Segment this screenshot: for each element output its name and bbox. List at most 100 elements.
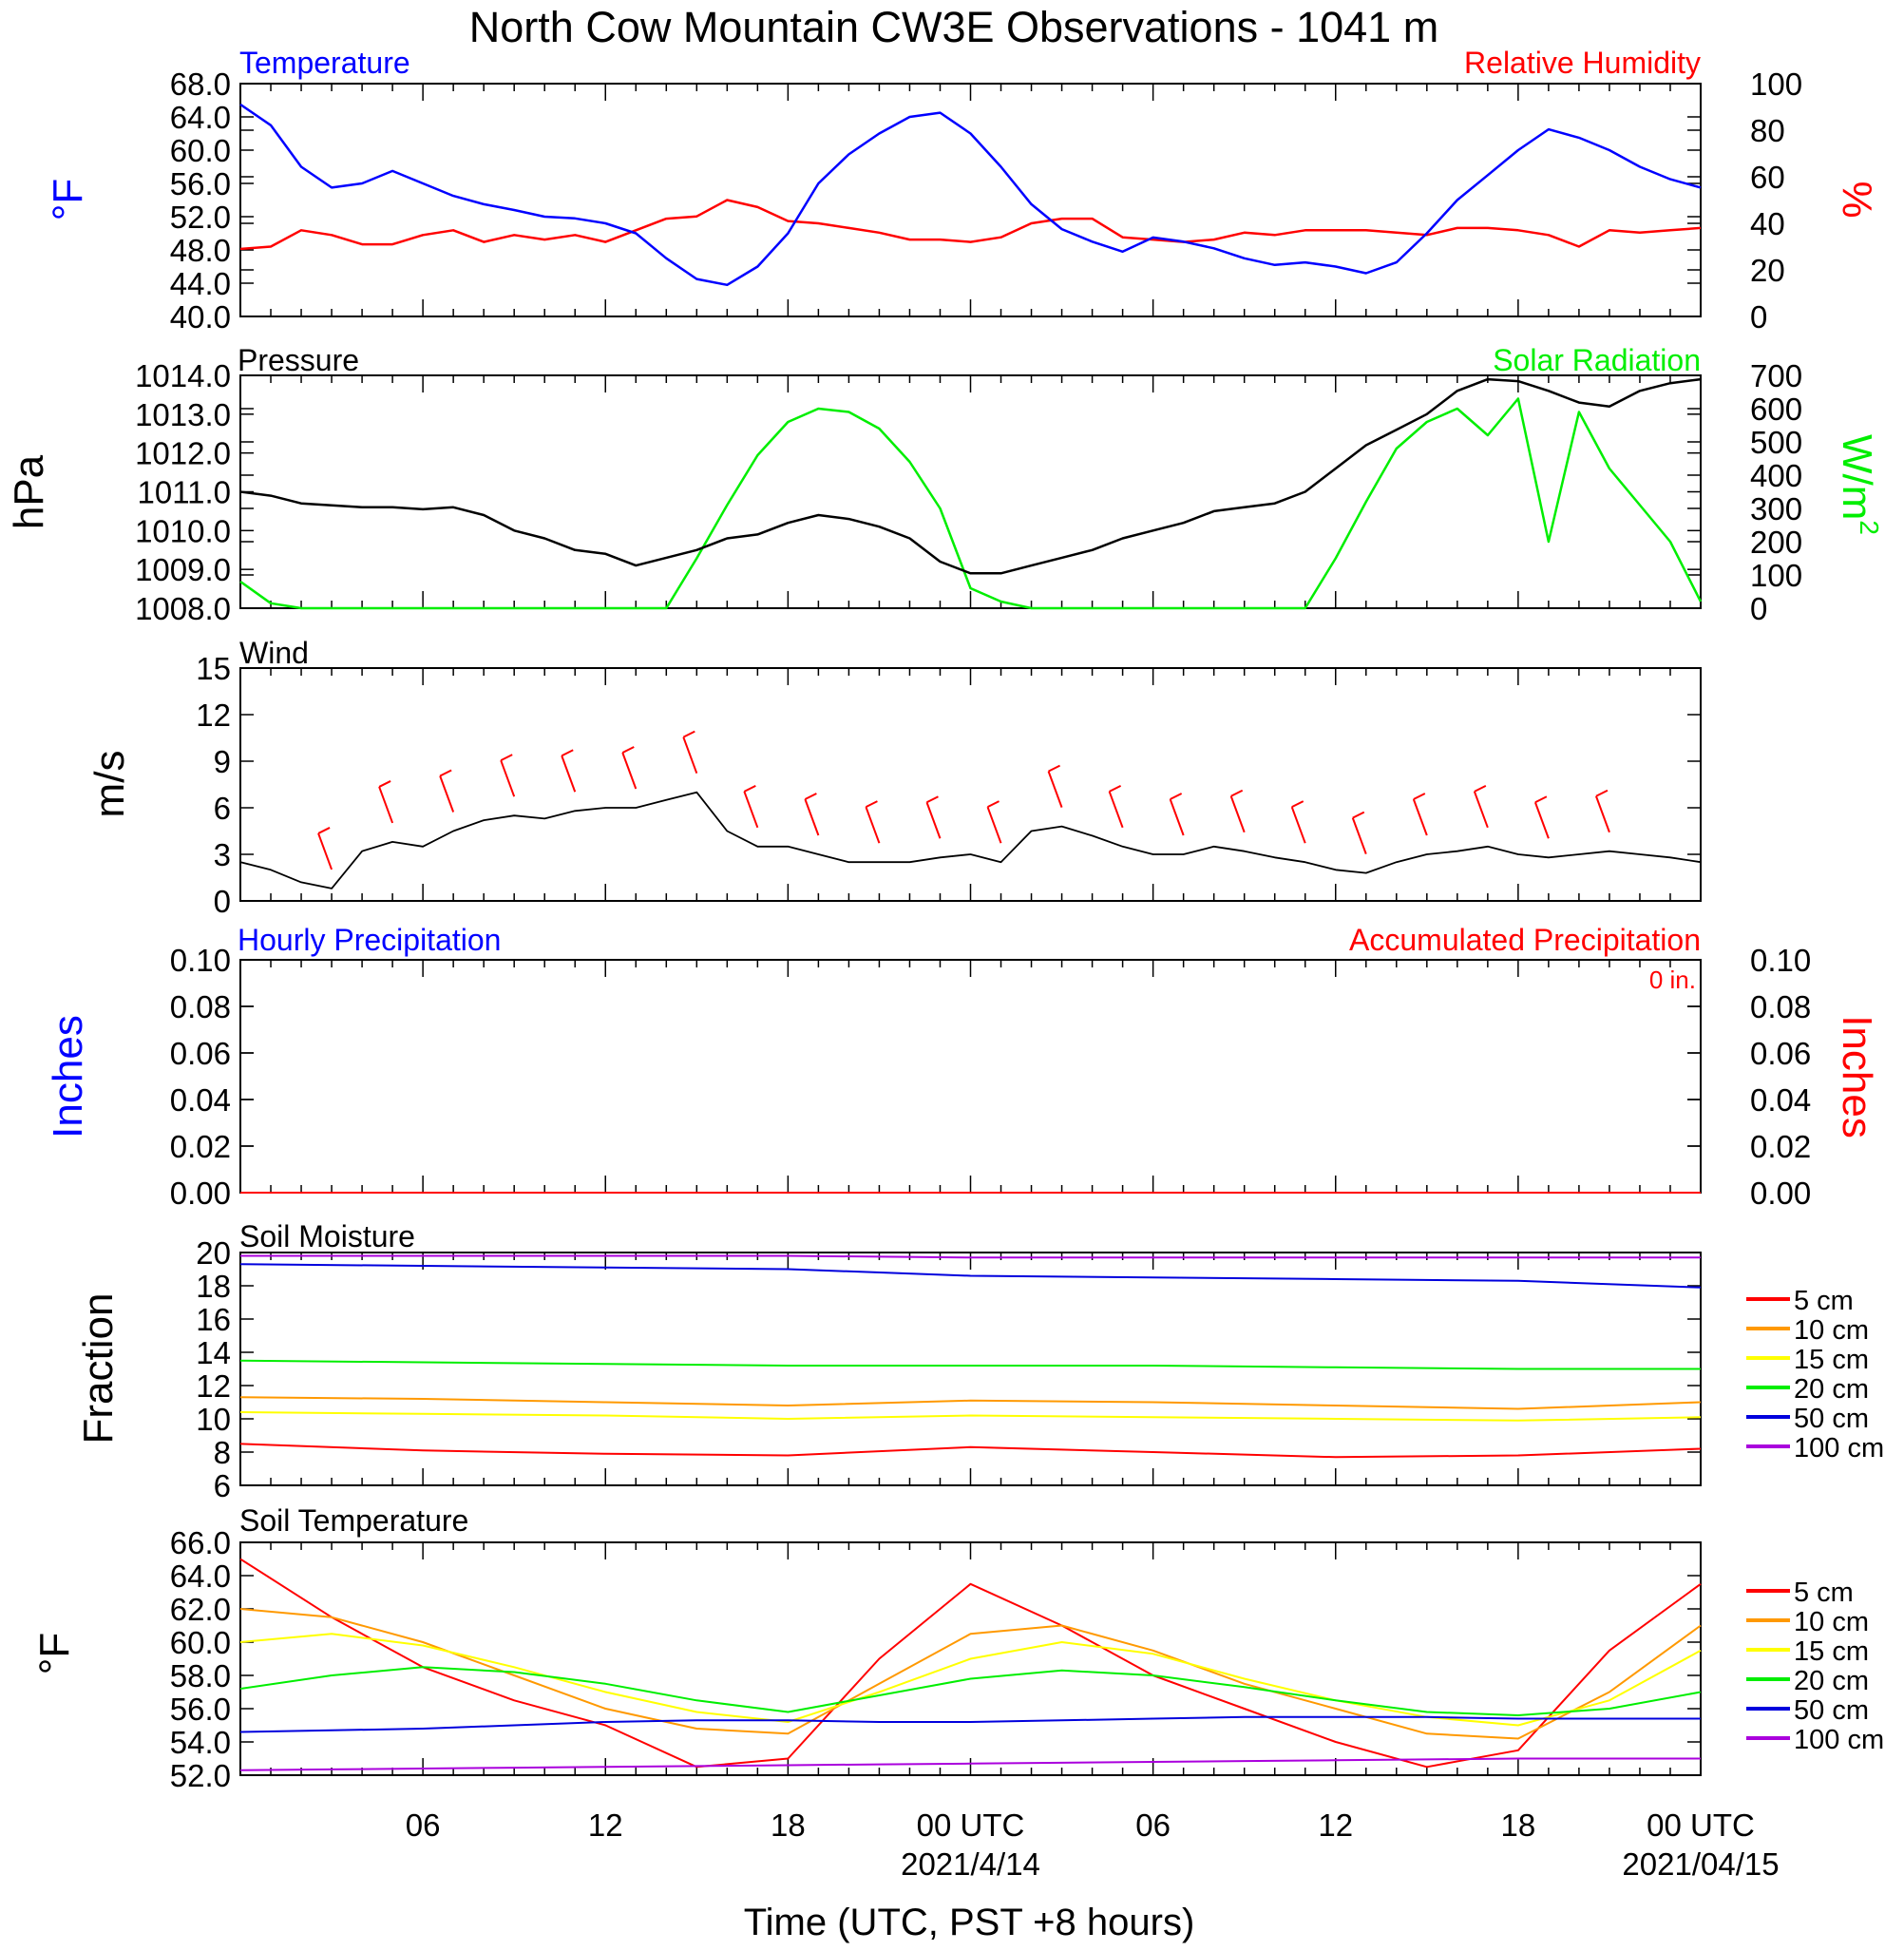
wind-barb-flag <box>743 784 756 793</box>
y-tick-label: 0.10 <box>1750 943 1811 978</box>
temperature-series-line <box>239 103 1702 287</box>
wind-barb-flag <box>1352 811 1365 819</box>
chart-text: North Cow Mountain CW3E Observations - 1… <box>6 3 1884 1943</box>
y-tick-label: 54.0 <box>170 1725 231 1760</box>
wind-barb <box>561 755 577 793</box>
wind-label: Wind <box>239 636 309 670</box>
accum-precip-label: Accumulated Precipitation <box>1349 923 1701 957</box>
y-tick-label: 0.08 <box>170 989 231 1024</box>
wind-speed-line <box>239 791 1702 889</box>
y-tick-label: 1009.0 <box>135 552 231 587</box>
y-tick-label: 60.0 <box>170 133 231 168</box>
y-tick-label: 48.0 <box>170 233 231 268</box>
y-tick-label: 40.0 <box>170 299 231 335</box>
y-tick-label: 0.06 <box>170 1036 231 1071</box>
wind-barb-flag <box>317 827 331 834</box>
x-axis-title: Time (UTC, PST +8 hours) <box>744 1902 1195 1943</box>
soil-moisture-label: Soil Moisture <box>239 1219 415 1253</box>
y-tick-label: 14 <box>196 1335 231 1370</box>
soil-temperature-line <box>239 1608 1702 1740</box>
wind-barb-flag <box>1170 793 1183 800</box>
rh-series-line <box>239 199 1702 251</box>
x-tick-label: 12 <box>1318 1808 1353 1843</box>
y-tick-label: 1008.0 <box>135 591 231 626</box>
y-tick-label: 0.04 <box>170 1082 231 1118</box>
x-tick-label: 06 <box>406 1808 441 1843</box>
solar-radiation-label: Solar Radiation <box>1493 343 1701 377</box>
legend-label: 10 cm <box>1794 1607 1869 1637</box>
wind-barb <box>1290 806 1306 844</box>
wind-barb-flag <box>865 800 878 809</box>
y-tick-label: 1010.0 <box>135 513 231 548</box>
solar-unit-base: W/m <box>1834 434 1880 520</box>
wind-barb-flag <box>500 754 513 762</box>
precip-annotation: 0 in. <box>1649 966 1696 994</box>
rh-unit: % <box>1834 181 1880 218</box>
legend-label: 20 cm <box>1794 1666 1869 1696</box>
wind-barb <box>925 801 942 839</box>
legend-label: 5 cm <box>1794 1286 1854 1316</box>
soil-temperature-label: Soil Temperature <box>239 1503 468 1538</box>
wind-barb-flag <box>561 749 574 757</box>
y-tick-label: 20 <box>196 1235 231 1271</box>
y-tick-label: 58.0 <box>170 1658 231 1693</box>
y-tick-label: 12 <box>196 1368 231 1404</box>
wind-barb <box>1594 795 1610 833</box>
wind-barb-flag <box>1534 795 1548 804</box>
y-tick-label: 20 <box>1750 253 1785 288</box>
panel-frame <box>239 959 1702 1194</box>
wind-barb <box>1169 798 1185 836</box>
y-tick-label: 0.02 <box>1750 1129 1811 1164</box>
x-tick-label: 18 <box>771 1808 806 1843</box>
y-tick-label: 52.0 <box>170 200 231 235</box>
wind-barb <box>621 752 638 790</box>
wind-barb-flag <box>621 746 635 754</box>
wind-barb <box>1412 798 1428 836</box>
soil-temperature-line <box>239 1633 1702 1727</box>
wind-barb-flag <box>1230 789 1244 797</box>
y-tick-label: 400 <box>1750 458 1802 493</box>
solar-series-line <box>239 397 1703 610</box>
wind-barb <box>743 791 759 829</box>
soil-temperature-line <box>239 1715 1701 1733</box>
wind-barb <box>378 786 394 824</box>
y-tick-label: 12 <box>196 698 231 733</box>
wind-barb <box>439 775 455 813</box>
y-tick-label: 44.0 <box>170 266 231 301</box>
wind-barb <box>1351 817 1367 854</box>
wind-barb <box>1473 791 1489 829</box>
wind-unit: m/s <box>86 751 133 818</box>
y-tick-label: 1011.0 <box>138 475 231 510</box>
wind-barb <box>682 736 698 775</box>
temperature-label: Temperature <box>239 46 410 80</box>
temperature-unit: °F <box>45 179 91 220</box>
soil-moisture-line <box>239 1443 1702 1459</box>
soil-moisture-line <box>239 1396 1702 1410</box>
wind-barb-flag <box>1109 784 1122 793</box>
y-tick-label: 80 <box>1750 113 1785 148</box>
pressure-label: Pressure <box>238 343 359 377</box>
y-tick-label: 200 <box>1750 525 1802 560</box>
soil-moisture-line <box>239 1263 1702 1289</box>
x-tick-label: 00 UTC <box>917 1808 1025 1843</box>
y-tick-label: 64.0 <box>170 1559 231 1594</box>
y-tick-label: 0 <box>1750 591 1767 626</box>
y-tick-label: 66.0 <box>170 1525 231 1560</box>
pressure-unit: hPa <box>6 454 52 529</box>
soil-moisture-unit: Fraction <box>75 1293 122 1444</box>
y-tick-label: 60 <box>1750 160 1785 195</box>
y-tick-label: 40 <box>1750 206 1785 241</box>
y-tick-label: 1013.0 <box>135 397 231 432</box>
relative-humidity-label: Relative Humidity <box>1464 46 1701 80</box>
wind-barb <box>1108 791 1124 829</box>
y-tick-label: 6 <box>214 1468 231 1503</box>
panel-frame <box>239 667 1702 902</box>
solar-unit: W/m2 <box>1834 434 1884 535</box>
soil-temperature-unit: °F <box>31 1633 78 1674</box>
tick-labels: 40.044.048.052.056.060.064.068.002040608… <box>135 67 1811 1882</box>
y-tick-label: 700 <box>1750 358 1802 393</box>
soil-moisture-line <box>239 1411 1702 1422</box>
y-tick-label: 15 <box>196 651 231 686</box>
y-tick-label: 0.06 <box>1750 1036 1811 1071</box>
